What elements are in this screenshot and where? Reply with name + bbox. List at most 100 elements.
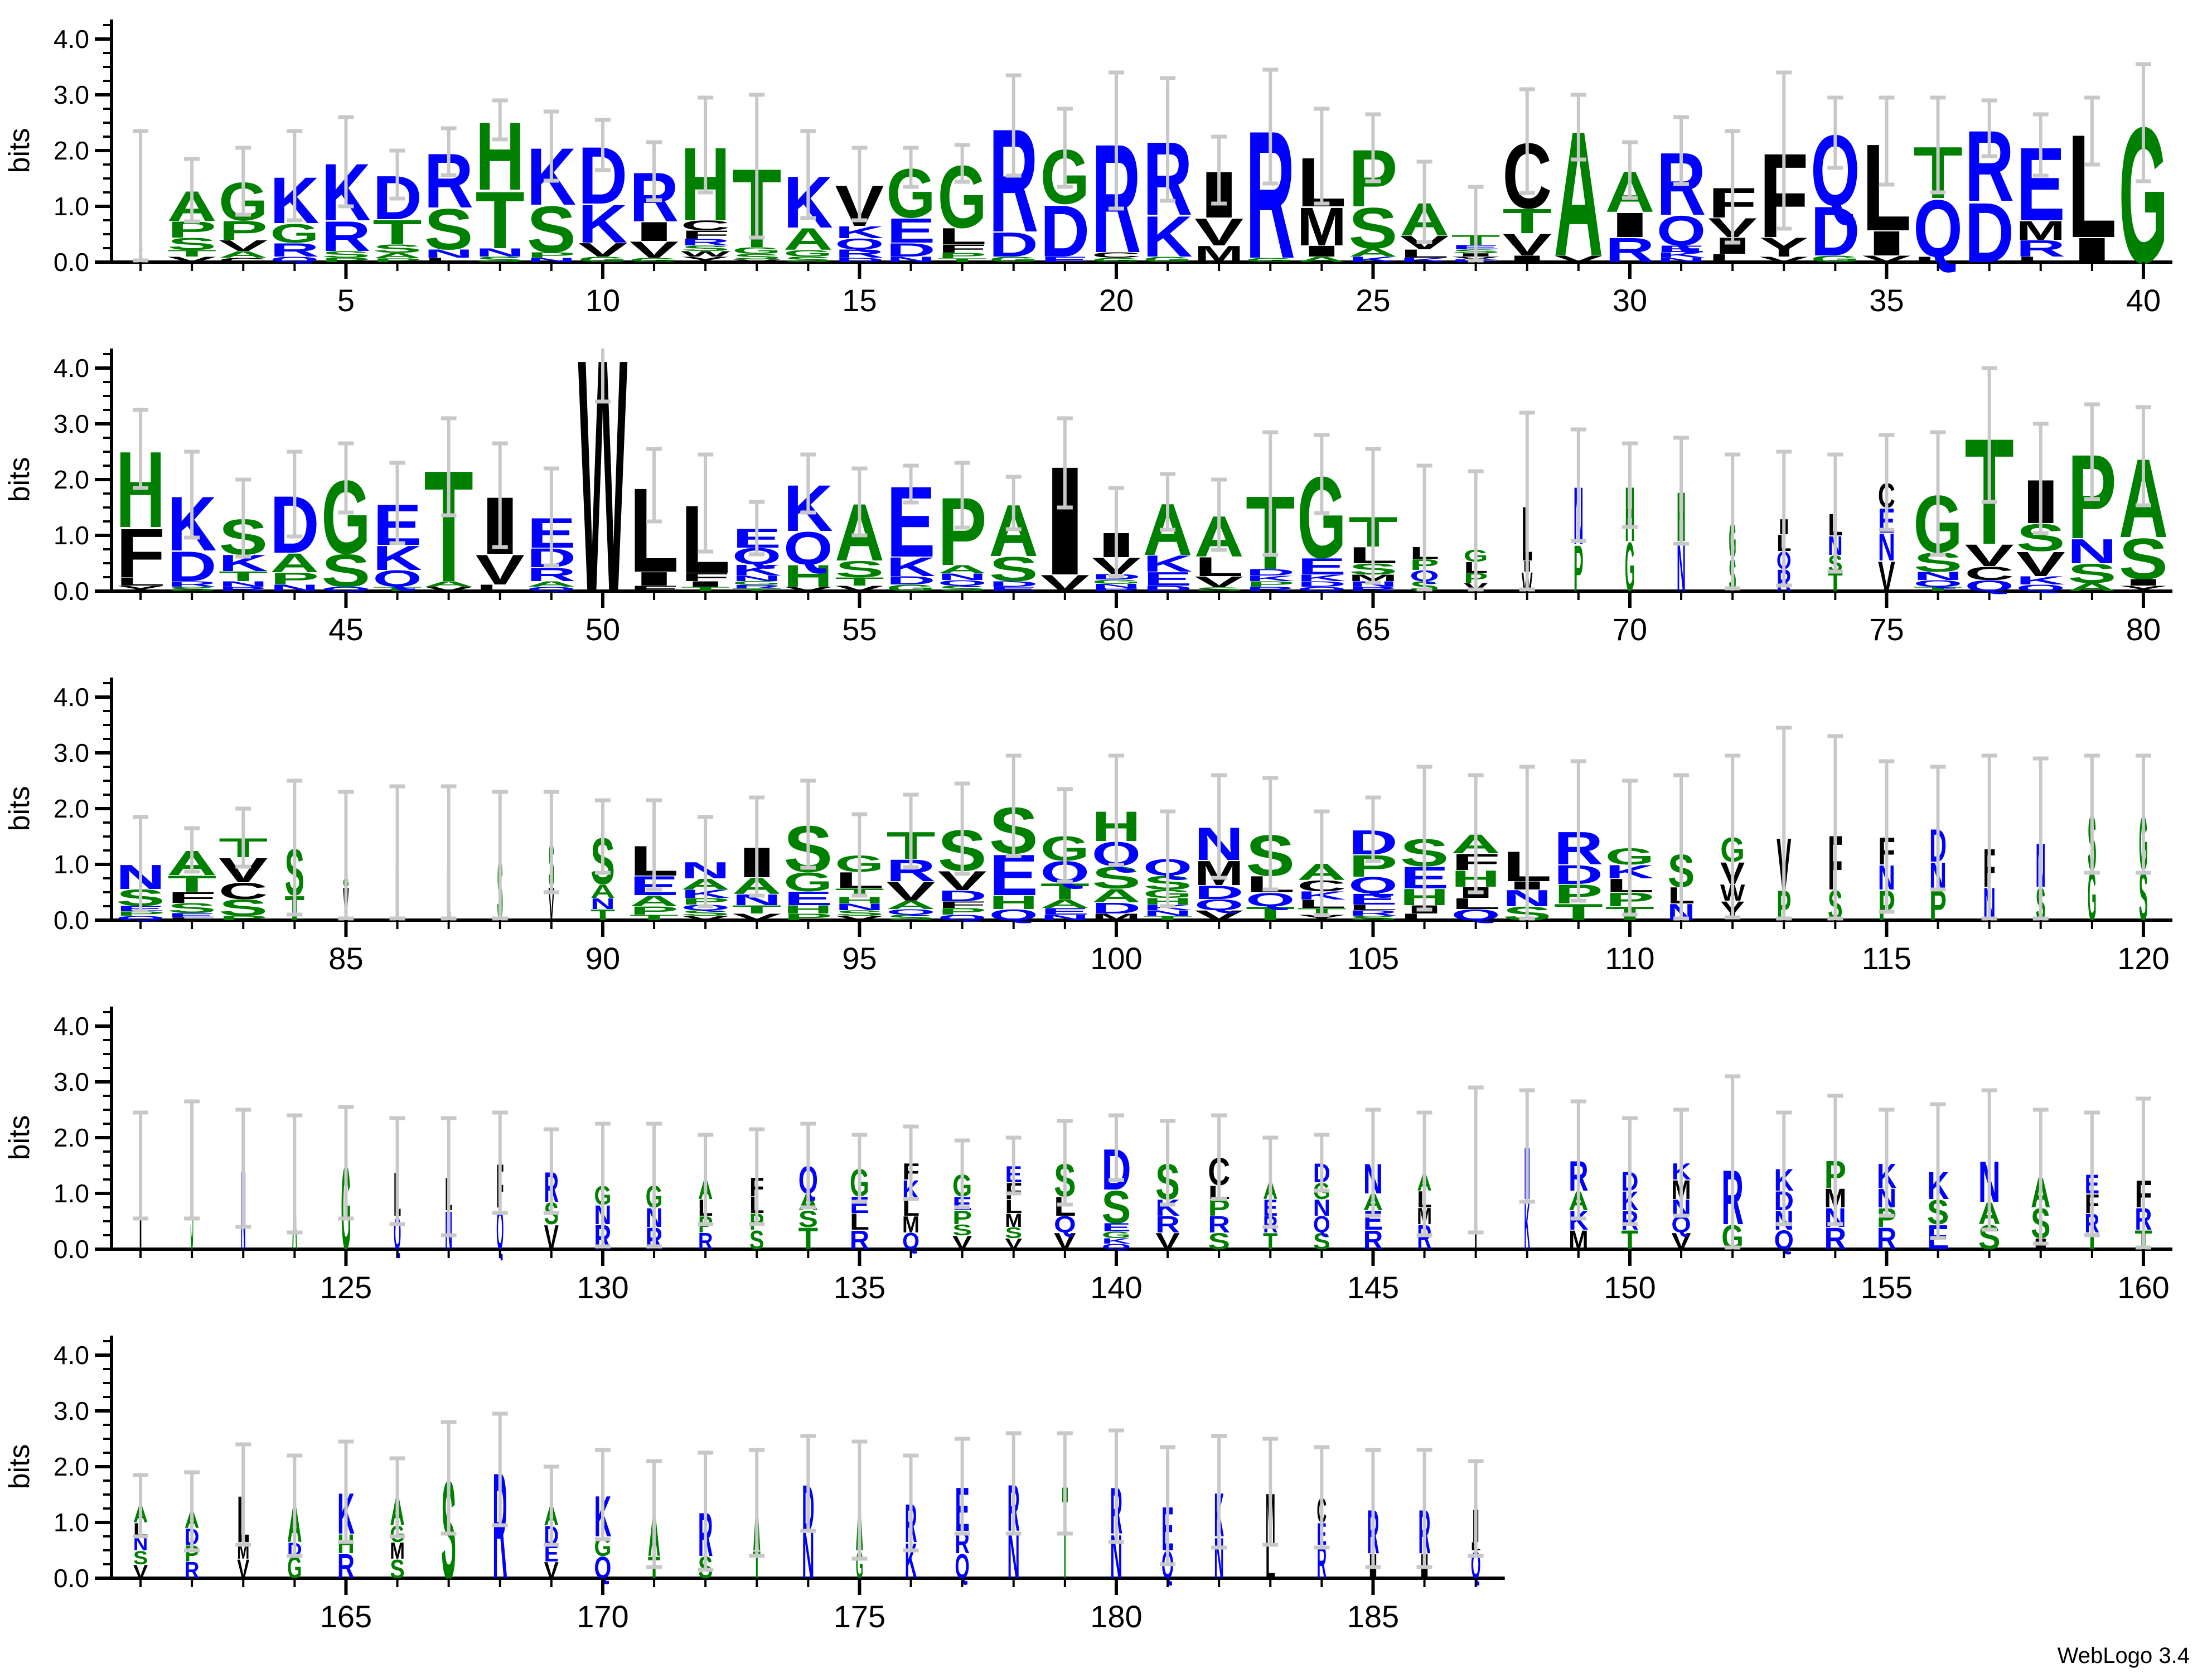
logo-letter-N: N <box>1008 1520 1020 1593</box>
logo-letter-P: P <box>1574 533 1584 606</box>
logo-letter-V: V <box>219 237 268 254</box>
y-tick-label: 4.0 <box>54 1341 89 1370</box>
y-tick-label: 2.0 <box>54 794 89 823</box>
logo-letter-T: T <box>835 575 884 588</box>
logo-letter-P: P <box>1246 579 1295 588</box>
y-tick-label: 1.0 <box>54 521 89 550</box>
logo-letter-L: L <box>1708 252 1758 264</box>
logo-letter-K: K <box>1657 250 1706 259</box>
y-tick-label: 4.0 <box>54 683 89 712</box>
logo-letter-R: R <box>1208 1212 1230 1237</box>
logo-letter-L: L <box>1400 912 1449 922</box>
logo-letter-S: S <box>2119 526 2168 592</box>
logo-letter-K: K <box>1143 205 1193 269</box>
logo-letter-T: T <box>937 257 987 263</box>
logo-letter-K: K <box>835 223 884 241</box>
logo-letter-N: N <box>219 579 268 588</box>
x-tick-label: 65 <box>1356 612 1390 647</box>
logo-letter-S: S <box>887 913 936 922</box>
logo-letter-C: C <box>1964 563 2014 584</box>
logo-letter-A: A <box>1092 885 1141 907</box>
x-tick-label: 5 <box>337 283 355 318</box>
logo-letter-S: S <box>373 242 422 255</box>
logo-letter-A: A <box>1348 246 1398 259</box>
y-axis-title: bits <box>3 128 36 173</box>
logo-letter-N: N <box>1214 1526 1224 1591</box>
logo-letter-N: N <box>475 246 525 259</box>
logo-letter-D: D <box>1297 579 1347 588</box>
logo-letter-P: P <box>321 257 370 263</box>
x-tick-label: 20 <box>1099 283 1134 318</box>
logo-letter-V: V <box>2016 545 2065 584</box>
logo-letter-N: N <box>886 255 936 264</box>
x-tick-label: 80 <box>2126 612 2161 647</box>
logo-letter-D: D <box>1143 584 1193 593</box>
logo-letter-F: F <box>937 242 987 255</box>
logo-letter-G: G <box>2088 857 2097 935</box>
x-tick-label: 135 <box>834 1270 885 1305</box>
logo-letter-M: M <box>902 1212 919 1237</box>
error-bars <box>133 1411 1484 1572</box>
logo-letter-K: K <box>886 552 936 582</box>
logo-letter-T: T <box>732 588 782 592</box>
x-axis-ticks: 45 50 55 60 65 70 75 80 <box>139 591 2161 647</box>
x-tick-label: 70 <box>1613 612 1647 647</box>
logo-letter-P: P <box>373 257 422 263</box>
y-tick-label: 0.0 <box>54 906 89 935</box>
logo-letter-T: T <box>630 913 679 922</box>
y-axis: 0.0 1.0 2.0 3.0 4.0 bits <box>3 1007 113 1264</box>
x-tick-label: 165 <box>320 1599 372 1634</box>
x-tick-label: 185 <box>1347 1599 1399 1634</box>
logo-letter-Y: Y <box>116 584 165 593</box>
x-tick-label: 40 <box>2126 283 2161 318</box>
y-axis: 0.0 1.0 2.0 3.0 4.0 bits <box>3 349 113 606</box>
logo-letter-D: D <box>989 579 1038 588</box>
logo-letter-T: T <box>1913 586 1963 592</box>
logo-letter-S: S <box>938 584 987 593</box>
logo-letter-P: P <box>219 215 268 245</box>
x-tick-label: 140 <box>1090 1270 1142 1305</box>
y-tick-label: 1.0 <box>54 192 89 221</box>
logo-letter-N: N <box>2068 532 2117 571</box>
y-tick-label: 1.0 <box>54 1179 89 1208</box>
logo-letter-F: F <box>937 900 987 910</box>
logo-letter-G: G <box>856 1543 863 1587</box>
logo-letter-S: S <box>2068 558 2117 588</box>
logo-letter-C: C <box>219 257 268 263</box>
logo-letter-G: G <box>783 248 832 259</box>
y-axis: 0.0 1.0 2.0 3.0 4.0 bits <box>3 1336 113 1593</box>
logo-letter-S: S <box>1348 196 1397 261</box>
logo-letter-H: H <box>989 892 1038 913</box>
logo-letter-G: G <box>630 257 679 263</box>
logo-letter-H: H <box>783 903 833 916</box>
stack-pos-18: GDR <box>989 99 1038 264</box>
logo-letter-F: F <box>681 570 730 583</box>
y-axis-title: bits <box>3 786 36 831</box>
logo-letter-F: F <box>630 584 679 593</box>
logo-letter-T: T <box>372 586 422 592</box>
logo-letter-V: V <box>578 239 627 261</box>
y-tick-label: 2.0 <box>54 1123 89 1152</box>
logo-letter-S: S <box>1005 1225 1022 1242</box>
y-axis-title: bits <box>3 457 36 502</box>
logo-letter-P: P <box>938 906 987 917</box>
logo-letter-V: V <box>1503 228 1552 262</box>
logo-letter-D: D <box>1194 882 1244 903</box>
weblogo-version: WebLogo 3.4 <box>2057 1643 2190 1668</box>
logo-letter-V: V <box>887 876 936 906</box>
x-tick-label: 100 <box>1090 941 1142 976</box>
logo-letter-D: D <box>1092 900 1141 917</box>
y-tick-label: 0.0 <box>54 1235 89 1264</box>
y-tick-label: 1.0 <box>54 1508 89 1537</box>
logo-letter-L: L <box>1400 247 1449 260</box>
y-tick-label: 3.0 <box>54 1067 89 1096</box>
logo-letter-S: S <box>321 249 370 260</box>
logo-letter-Q: Q <box>1054 1211 1076 1237</box>
logo-letter-D: D <box>167 543 217 591</box>
y-tick-label: 0.0 <box>54 1564 89 1593</box>
